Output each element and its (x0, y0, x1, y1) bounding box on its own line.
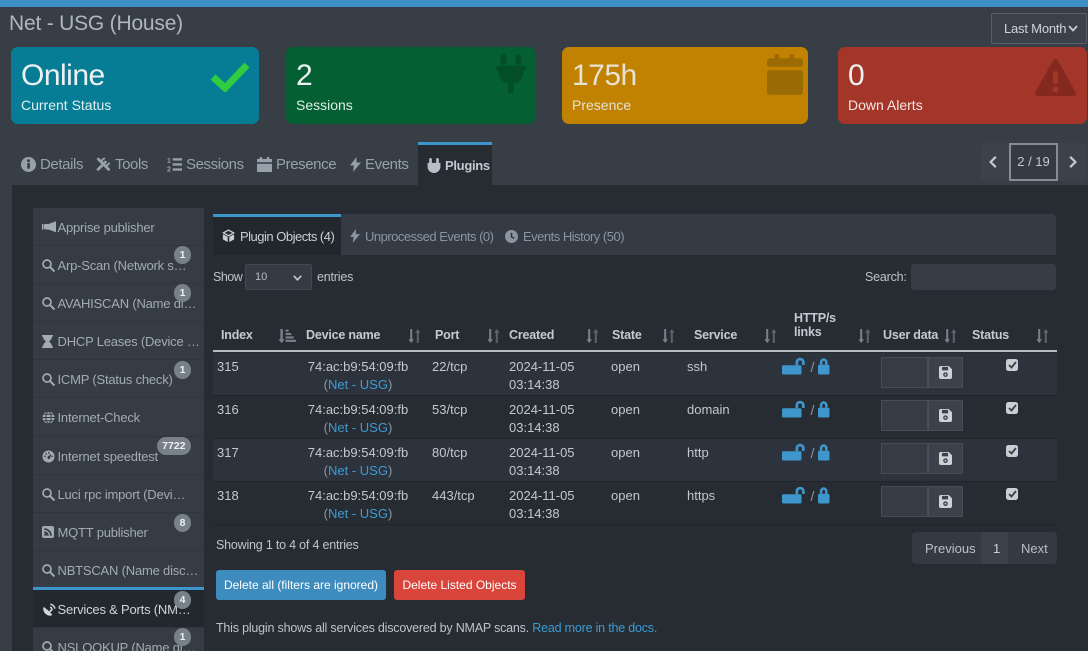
svg-text:2: 2 (167, 166, 171, 171)
svg-text:1: 1 (167, 158, 171, 165)
